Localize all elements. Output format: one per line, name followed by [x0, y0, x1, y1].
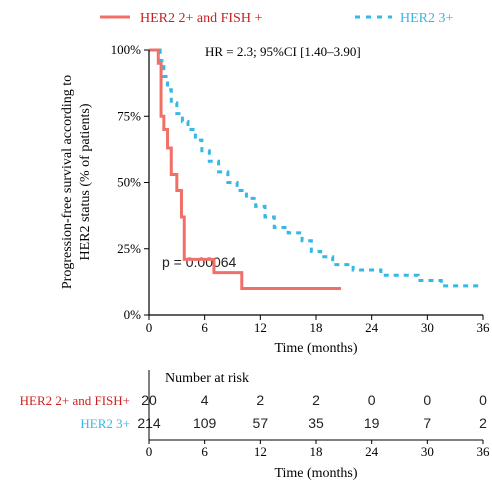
risk-count: 35: [308, 415, 324, 431]
y-tick-label: 75%: [117, 108, 141, 123]
risk-table-title: Number at risk: [165, 371, 249, 386]
risk-x-tick-label: 24: [365, 444, 379, 459]
risk-x-tick-label: 6: [201, 444, 208, 459]
p-value-annotation: p = 0.00064: [162, 254, 237, 270]
risk-count: 7: [423, 415, 431, 431]
y-axis: 0% 25% 50% 75% 100%: [111, 42, 150, 322]
risk-x-tick-label: 36: [477, 444, 491, 459]
risk-count: 2: [479, 415, 487, 431]
risk-count: 109: [193, 415, 217, 431]
hr-annotation: HR = 2.3; 95%CI [1.40–3.90]: [205, 44, 361, 59]
x-axis-label: Time (months): [274, 341, 357, 356]
risk-count: 2: [312, 392, 320, 408]
legend-label-her2-3plus: HER2 3+: [400, 11, 454, 26]
curve-her2-3plus: [149, 48, 483, 288]
x-tick-label: 12: [254, 320, 267, 335]
x-axis: 0 6 12 18 24 30 36: [146, 314, 491, 335]
y-tick-label: 50%: [117, 175, 141, 190]
curve-her2-2plus-fish: [149, 48, 342, 290]
risk-x-axis-label: Time (months): [274, 466, 357, 481]
risk-x-tick-label: 18: [310, 444, 323, 459]
x-tick-label: 24: [365, 320, 379, 335]
y-axis-label-line1: Progression-free survival according to: [60, 75, 75, 289]
plot-area: [149, 48, 483, 290]
y-tick-label: 0%: [124, 307, 142, 322]
risk-x-tick-label: 12: [254, 444, 267, 459]
risk-count: 19: [364, 415, 380, 431]
x-tick-label: 18: [310, 320, 323, 335]
x-tick-label: 36: [477, 320, 491, 335]
risk-count: 4: [201, 392, 209, 408]
x-tick-label: 6: [201, 320, 208, 335]
risk-x-tick-label: 0: [146, 444, 153, 459]
risk-count: 0: [423, 392, 431, 408]
risk-row-label-her2-2plus: HER2 2+ and FISH+: [20, 393, 130, 408]
risk-x-tick-label: 30: [421, 444, 434, 459]
legend-label-her2-2plus: HER2 2+ and FISH +: [140, 11, 262, 26]
x-tick-label: 0: [146, 320, 153, 335]
risk-count: 0: [368, 392, 376, 408]
y-axis-label-line2: HER2 status (% of patients): [78, 103, 93, 260]
risk-count: 2: [256, 392, 264, 408]
y-tick-label: 25%: [117, 241, 141, 256]
legend: HER2 2+ and FISH + HER2 3+: [100, 11, 454, 26]
y-tick-label: 100%: [111, 42, 142, 57]
risk-count: 57: [253, 415, 269, 431]
y-axis-label: Progression-free survival according to H…: [60, 75, 93, 289]
risk-table: Number at risk HER2 2+ and FISH+ HER2 3+…: [20, 370, 490, 481]
risk-count: 0: [479, 392, 487, 408]
risk-row-label-her2-3plus: HER2 3+: [80, 416, 130, 431]
x-tick-label: 30: [421, 320, 434, 335]
